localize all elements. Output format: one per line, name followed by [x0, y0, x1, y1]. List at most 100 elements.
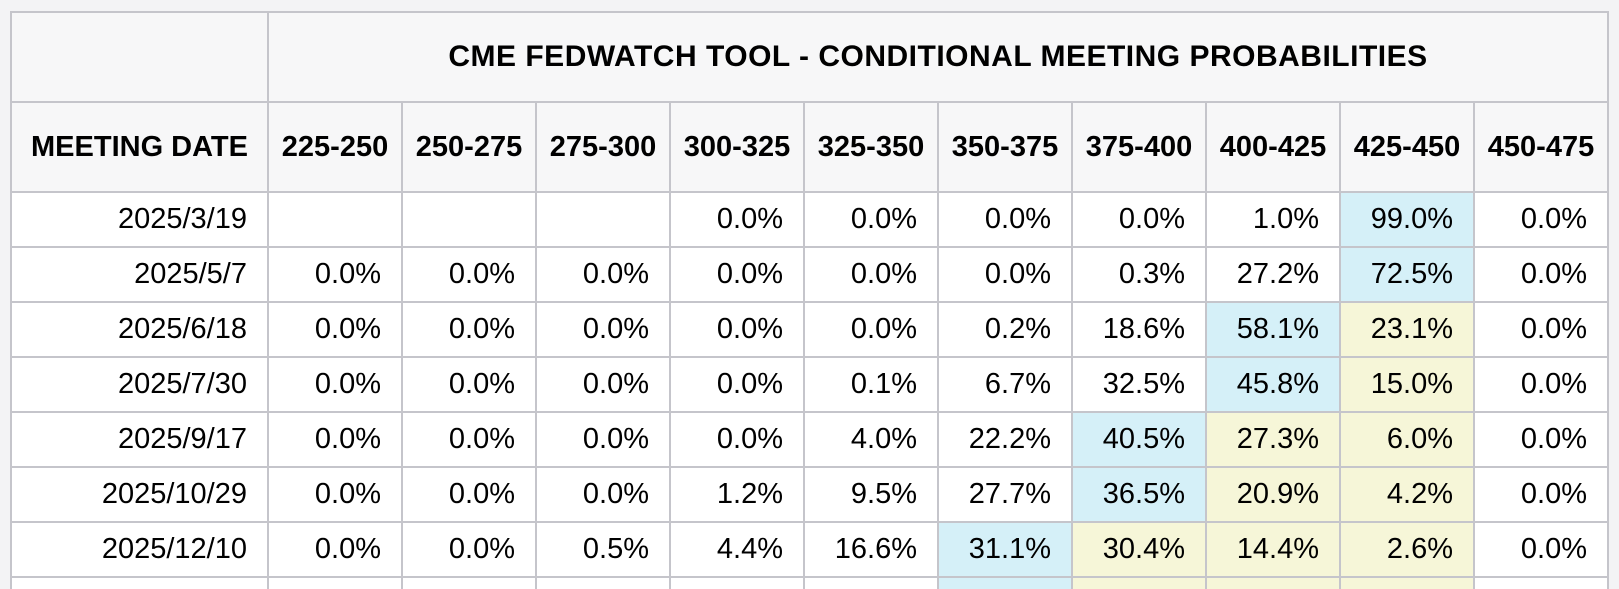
meeting-date-cell: 2025/10/29 [10, 466, 269, 523]
probability-cell: 0.0% [401, 411, 537, 468]
table-row: 2025/12/10 0.0% 0.0% 0.5% 4.4% 16.6% 31.1% 30.4… [10, 521, 1609, 578]
probability-cell: 0.0% [267, 411, 403, 468]
probability-cell: 4.0% [803, 411, 939, 468]
table-row: 2025/3/19 0.0% 0.0% 0.0% 0.0% 1.0% 99.0% 0.0% [10, 191, 1609, 248]
probability-cell: 36.5% [1071, 466, 1207, 523]
probability-cell: 0.0% [1473, 191, 1609, 248]
probability-cell [401, 191, 537, 248]
meeting-date-cell: 2025/5/7 [10, 246, 269, 303]
title-row: CME FEDWATCH TOOL - CONDITIONAL MEETING … [10, 11, 1609, 103]
probability-cell: 0.0% [669, 411, 805, 468]
probability-cell: 14.4% [1205, 521, 1341, 578]
probability-cell: 0.0% [267, 246, 403, 303]
rate-range-header: 325-350 [803, 101, 939, 193]
probability-cell: 0.0% [1071, 191, 1207, 248]
probability-cell [401, 576, 537, 589]
table-row: 2025/7/30 0.0% 0.0% 0.0% 0.0% 0.1% 6.7% 32.5% 45… [10, 356, 1609, 413]
probability-cell: 1.0% [1205, 191, 1341, 248]
probability-cell: 0.0% [1473, 466, 1609, 523]
probability-cell: 0.5% [535, 521, 671, 578]
probability-cell: 30.4% [1071, 521, 1207, 578]
probability-cell: 32.5% [1071, 356, 1207, 413]
table-row: 2025/9/17 0.0% 0.0% 0.0% 0.0% 4.0% 22.2% 40.5% 2… [10, 411, 1609, 468]
probability-cell: 4.4% [669, 521, 805, 578]
probability-cell: 0.0% [937, 246, 1073, 303]
probability-cell [669, 576, 805, 589]
probability-cell: 0.0% [535, 301, 671, 358]
rate-range-header: 250-275 [401, 101, 537, 193]
probability-cell: 22.2% [937, 411, 1073, 468]
table-row: 2025/10/29 0.0% 0.0% 0.0% 1.2% 9.5% 27.7% 36.5%… [10, 466, 1609, 523]
probability-cell [267, 576, 403, 589]
probability-cell: 20.9% [1205, 466, 1341, 523]
probability-cell [1205, 576, 1341, 589]
probability-cell: 0.0% [669, 246, 805, 303]
rate-range-header: 225-250 [267, 101, 403, 193]
probability-cell [1339, 576, 1475, 589]
probability-cell: 0.0% [669, 191, 805, 248]
probability-cell: 0.0% [803, 191, 939, 248]
probability-cell: 0.0% [669, 356, 805, 413]
probability-cell: 0.0% [535, 466, 671, 523]
meeting-date-cell: 2025/12/10 [10, 521, 269, 578]
probability-cell: 15.0% [1339, 356, 1475, 413]
probability-cell: 72.5% [1339, 246, 1475, 303]
probability-cell: 0.2% [937, 301, 1073, 358]
probability-cell: 9.5% [803, 466, 939, 523]
probability-cell: 0.0% [1473, 356, 1609, 413]
probability-cell: 0.0% [401, 301, 537, 358]
probability-cell: 0.0% [535, 411, 671, 468]
probability-cell: 27.7% [937, 466, 1073, 523]
probability-cell [535, 191, 671, 248]
probability-cell: 58.1% [1205, 301, 1341, 358]
probability-cell [1071, 576, 1207, 589]
probability-cell: 0.0% [267, 466, 403, 523]
probability-cell: 18.6% [1071, 301, 1207, 358]
table-row: 2025/5/7 0.0% 0.0% 0.0% 0.0% 0.0% 0.0% 0.3% 27.2… [10, 246, 1609, 303]
probability-cell: 16.6% [803, 521, 939, 578]
table-row: 2025/6/18 0.0% 0.0% 0.0% 0.0% 0.0% 0.2% 18.6% 58… [10, 301, 1609, 358]
probability-cell: 2.6% [1339, 521, 1475, 578]
rate-range-header: 425-450 [1339, 101, 1475, 193]
probability-cell: 0.0% [535, 246, 671, 303]
probability-cell: 27.2% [1205, 246, 1341, 303]
probability-cell: 0.0% [401, 356, 537, 413]
probability-cell: 1.2% [669, 466, 805, 523]
meeting-date-cell: 2025/6/18 [10, 301, 269, 358]
probability-cell: 0.0% [1473, 301, 1609, 358]
probability-cell [267, 191, 403, 248]
rate-range-header: 400-425 [1205, 101, 1341, 193]
probability-cell: 0.0% [669, 301, 805, 358]
meeting-date-cell [10, 576, 269, 589]
probability-cell [535, 576, 671, 589]
probability-cell: 23.1% [1339, 301, 1475, 358]
probability-cell: 0.0% [401, 466, 537, 523]
table-row-partial [10, 576, 1609, 589]
fedwatch-probabilities-table: CME FEDWATCH TOOL - CONDITIONAL MEETING … [10, 11, 1609, 589]
probability-cell: 40.5% [1071, 411, 1207, 468]
probability-cell: 0.0% [1473, 521, 1609, 578]
probability-cell: 0.0% [401, 246, 537, 303]
probability-cell: 0.0% [267, 356, 403, 413]
probability-cell [937, 576, 1073, 589]
probability-cell [803, 576, 939, 589]
rate-range-header: 450-475 [1473, 101, 1609, 193]
rate-range-header: 300-325 [669, 101, 805, 193]
probability-cell: 31.1% [937, 521, 1073, 578]
probability-cell: 6.0% [1339, 411, 1475, 468]
probability-cell: 27.3% [1205, 411, 1341, 468]
meeting-date-header: MEETING DATE [10, 101, 269, 193]
probability-cell: 0.0% [803, 246, 939, 303]
rate-range-header: 375-400 [1071, 101, 1207, 193]
probability-cell: 0.0% [535, 356, 671, 413]
probability-cell: 0.1% [803, 356, 939, 413]
probability-cell: 0.0% [1473, 411, 1609, 468]
probability-cell [1473, 576, 1609, 589]
probability-cell: 99.0% [1339, 191, 1475, 248]
probability-cell: 6.7% [937, 356, 1073, 413]
corner-cell [10, 11, 269, 103]
table-title: CME FEDWATCH TOOL - CONDITIONAL MEETING … [267, 11, 1609, 103]
probability-cell: 0.0% [803, 301, 939, 358]
meeting-date-cell: 2025/3/19 [10, 191, 269, 248]
rate-range-header: 350-375 [937, 101, 1073, 193]
